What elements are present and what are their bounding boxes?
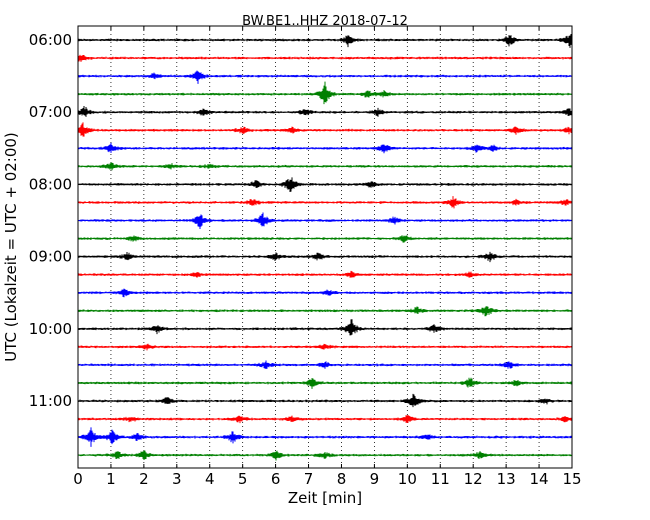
x-tick-label: 15 — [562, 470, 581, 488]
trace-1130 — [77, 427, 573, 447]
trace-1030 — [77, 360, 573, 369]
x-tick-label: 9 — [370, 470, 380, 488]
x-axis-ticks: 0 1 2 3 4 5 6 7 8 9 10 11 12 13 14 15 — [73, 26, 582, 488]
x-tick-label: 1 — [106, 470, 116, 488]
trace-0800 — [77, 177, 573, 192]
y-tick-label: 07:00 — [29, 103, 72, 121]
y-tick-label: 09:00 — [29, 248, 72, 266]
trace-1015 — [77, 343, 573, 351]
x-tick-label: 13 — [497, 470, 516, 488]
trace-0915 — [77, 270, 573, 278]
trace-0715 — [77, 122, 573, 137]
y-tick-label: 11:00 — [29, 392, 72, 410]
x-tick-label: 11 — [431, 470, 450, 488]
plot-frame — [77, 25, 573, 469]
trace-1045 — [77, 377, 573, 389]
trace-0730 — [77, 142, 573, 154]
trace-1145 — [77, 450, 573, 461]
trace-0845 — [77, 235, 573, 243]
x-tick-label: 3 — [172, 470, 182, 488]
x-tick-label: 2 — [139, 470, 149, 488]
y-tick-label: 08:00 — [29, 175, 72, 193]
chart-title: BW.BE1..HHZ 2018-07-12 — [242, 14, 408, 29]
trace-0615 — [77, 54, 573, 62]
trace-0900 — [77, 251, 573, 263]
trace-1000 — [77, 319, 573, 336]
x-tick-label: 0 — [73, 470, 83, 488]
y-tick-label: 10:00 — [29, 320, 72, 338]
trace-0815 — [77, 196, 573, 209]
x-tick-label: 14 — [530, 470, 549, 488]
seismic-traces — [77, 33, 573, 461]
vertical-grid — [110, 26, 540, 468]
trace-0930 — [77, 288, 573, 298]
x-tick-label: 10 — [398, 470, 417, 488]
y-axis-label: UTC (Lokalzeit = UTC + 02:00) — [2, 132, 20, 362]
x-axis-label: Zeit [min] — [288, 489, 362, 507]
x-tick-label: 4 — [205, 470, 215, 488]
trace-1100 — [77, 393, 573, 408]
trace-0600 — [77, 33, 573, 48]
x-tick-label: 7 — [304, 470, 314, 488]
y-axis-ticks: 06:00 07:00 08:00 09:00 10:00 11:00 — [29, 31, 572, 410]
trace-0645 — [77, 81, 573, 105]
x-tick-label: 6 — [271, 470, 281, 488]
x-tick-label: 8 — [337, 470, 347, 488]
trace-0700 — [77, 106, 573, 117]
trace-0745 — [77, 162, 573, 171]
trace-1115 — [77, 415, 573, 424]
trace-0945 — [77, 306, 573, 317]
x-tick-label: 5 — [238, 470, 248, 488]
x-tick-label: 12 — [464, 470, 483, 488]
y-tick-label: 06:00 — [29, 31, 72, 49]
trace-0830 — [77, 212, 573, 229]
